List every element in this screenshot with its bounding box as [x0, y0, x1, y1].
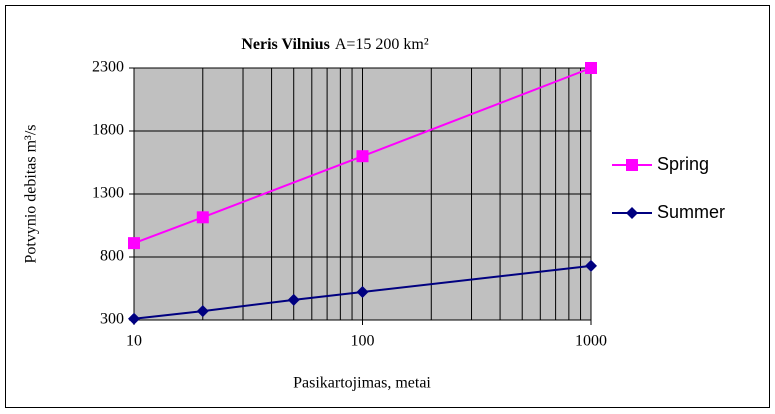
legend-label: Spring	[657, 154, 709, 174]
x-tick-label: 10	[126, 333, 142, 350]
chart-title: Neris Vilnius A=15 200 km²	[241, 36, 428, 53]
y-tick-label: 1300	[92, 185, 124, 202]
marker	[356, 150, 369, 163]
y-tick-label: 1800	[92, 122, 124, 139]
legend-label: Summer	[657, 202, 725, 222]
marker	[128, 237, 140, 250]
title: Neris Vilnius	[241, 36, 329, 53]
marker	[626, 207, 638, 219]
subtitle: A=15 200 km²	[335, 36, 429, 53]
x-axis-label: Pasikartojimas, metai	[293, 375, 431, 392]
y-axis-label: Potvynio debitas m³/s	[23, 124, 40, 263]
marker	[287, 293, 300, 306]
y-tick-label: 300	[100, 311, 124, 328]
marker	[585, 259, 597, 272]
y-tick-label: 800	[100, 248, 124, 265]
series-line	[133, 67, 592, 245]
marker	[196, 211, 209, 224]
x-tick-label: 100	[351, 333, 375, 350]
marker	[196, 305, 209, 318]
marker	[356, 286, 369, 299]
marker	[128, 312, 140, 325]
marker	[585, 62, 597, 74]
marker	[626, 159, 638, 171]
x-tick-label: 1000	[575, 333, 607, 350]
y-tick-label: 2300	[92, 59, 124, 76]
